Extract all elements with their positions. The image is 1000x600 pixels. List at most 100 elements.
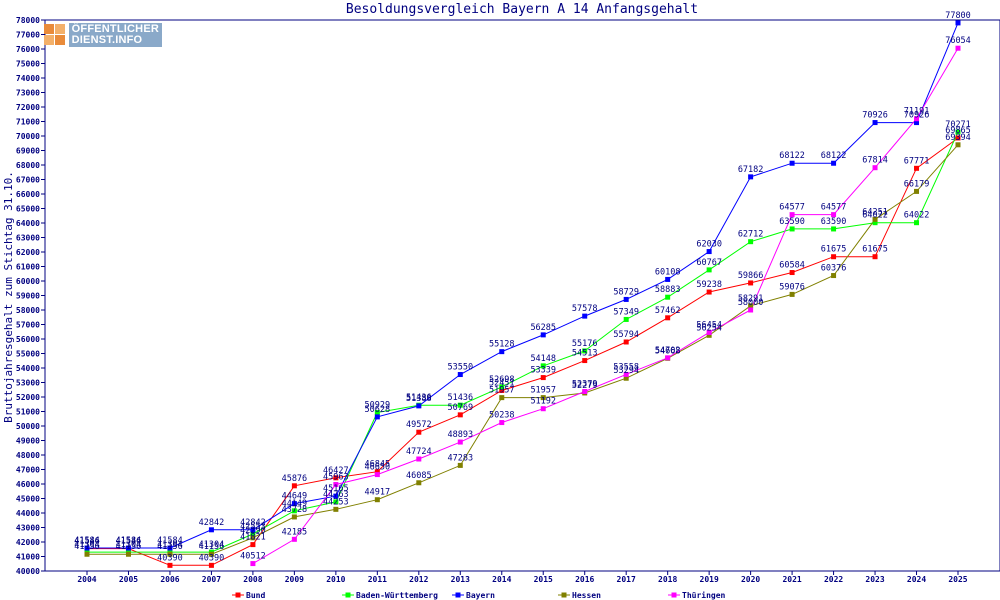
data-point-th-ringen — [374, 472, 380, 478]
x-tick-label: 2006 — [160, 575, 179, 584]
x-tick-label: 2021 — [782, 575, 801, 584]
data-point-th-ringen — [333, 482, 339, 488]
data-labels: 41546 41546 40390 40390 41821 45876 46427 46845… — [74, 11, 971, 563]
data-label-th-ringen: 51192 — [530, 397, 556, 407]
data-label-th-ringen: 67814 — [862, 156, 888, 166]
data-point-bayern — [374, 414, 380, 420]
data-label-bayern: 50628 — [365, 405, 391, 415]
data-label-hessen: 44917 — [365, 488, 391, 498]
data-label-bayern: 68122 — [779, 151, 805, 161]
data-point-bayern — [706, 249, 712, 255]
data-label-bayern: 77800 — [945, 11, 971, 21]
data-point-bayern — [125, 545, 131, 551]
data-label-th-ringen: 56454 — [696, 320, 722, 330]
data-point-hessen — [333, 506, 339, 512]
data-label-baden-w-rttemberg: 55176 — [572, 339, 598, 349]
data-label-baden-w-rttemberg: 41304 — [74, 540, 100, 550]
y-tick-label: 60000 — [16, 277, 40, 286]
data-point-hessen — [831, 273, 837, 279]
data-point-th-ringen — [582, 389, 588, 395]
data-label-hessen: 69394 — [945, 133, 971, 143]
data-point-bayern — [250, 527, 256, 533]
data-point-baden-w-rttemberg — [457, 402, 463, 408]
y-tick-label: 57000 — [16, 321, 40, 330]
data-label-baden-w-rttemberg: 57349 — [613, 307, 639, 317]
data-point-bayern — [582, 313, 588, 319]
y-tick-label: 69000 — [16, 147, 40, 156]
data-point-bund — [208, 562, 214, 568]
data-label-hessen: 51957 — [530, 386, 556, 396]
data-point-bund — [540, 375, 546, 381]
data-label-hessen: 41156 — [199, 542, 225, 552]
data-point-hessen — [125, 551, 131, 557]
data-label-baden-w-rttemberg: 51436 — [447, 393, 473, 403]
data-point-hessen — [789, 291, 795, 297]
data-label-bund: 59238 — [696, 280, 722, 290]
data-point-hessen — [250, 535, 256, 541]
data-label-baden-w-rttemberg: 63590 — [779, 217, 805, 227]
data-point-bayern — [208, 527, 214, 533]
data-label-baden-w-rttemberg: 60767 — [696, 258, 722, 268]
data-point-hessen — [457, 462, 463, 468]
data-label-bund: 40390 — [199, 553, 225, 563]
data-point-hessen — [872, 216, 878, 222]
x-tick-label: 2024 — [907, 575, 926, 584]
x-tick-label: 2017 — [617, 575, 636, 584]
data-point-baden-w-rttemberg — [540, 363, 546, 369]
data-label-baden-w-rttemberg: 70271 — [945, 120, 971, 130]
data-label-hessen: 60376 — [821, 264, 847, 274]
data-point-bayern — [499, 349, 505, 355]
logo-icon — [44, 24, 66, 46]
data-label-th-ringen: 53558 — [613, 362, 639, 372]
data-label-bund: 46845 — [365, 460, 391, 470]
y-tick-label: 44000 — [16, 509, 40, 518]
data-point-th-ringen — [955, 45, 961, 51]
legend-label-hessen: Hessen — [572, 591, 601, 600]
x-tick-label: 2020 — [741, 575, 760, 584]
data-point-hessen — [84, 551, 90, 557]
y-tick-label: 64000 — [16, 219, 40, 228]
data-point-hessen — [499, 395, 505, 401]
data-point-baden-w-rttemberg — [748, 239, 754, 245]
data-point-baden-w-rttemberg — [706, 267, 712, 273]
y-axis-ticks: 40000 41000 42000 43000 44000 45000 46000 47000… — [16, 16, 45, 576]
data-label-hessen: 64251 — [862, 207, 888, 217]
data-label-hessen: 47283 — [447, 453, 473, 463]
data-label-bund: 41546 — [116, 537, 142, 547]
data-point-bund — [789, 270, 795, 276]
data-label-hessen: 54668 — [655, 346, 681, 356]
data-label-bund: 57462 — [655, 306, 681, 316]
data-label-hessen: 41156 — [157, 542, 183, 552]
data-point-bund — [831, 254, 837, 260]
data-label-bund: 41546 — [74, 537, 100, 547]
data-label-bund: 49572 — [406, 420, 432, 430]
y-tick-label: 65000 — [16, 205, 40, 214]
data-point-bund — [499, 387, 505, 393]
data-point-bayern — [872, 120, 878, 126]
data-point-hessen — [167, 551, 173, 557]
data-label-baden-w-rttemberg: 58883 — [655, 285, 681, 295]
x-axis-ticks: 2004 2005 2006 2007 2008 2009 2010 2011 2012 2013… — [77, 571, 968, 584]
y-tick-label: 71000 — [16, 118, 40, 127]
data-label-bayern: 58729 — [613, 287, 639, 297]
data-point-th-ringen — [623, 371, 629, 377]
data-point-th-ringen — [291, 536, 297, 542]
data-label-th-ringen: 76054 — [945, 36, 971, 46]
data-label-baden-w-rttemberg: 52698 — [489, 375, 515, 385]
y-tick-label: 58000 — [16, 306, 40, 315]
data-label-th-ringen: 47724 — [406, 447, 432, 457]
y-tick-label: 52000 — [16, 393, 40, 402]
data-label-bayern: 41584 — [74, 536, 100, 546]
data-point-th-ringen — [540, 406, 546, 412]
data-label-baden-w-rttemberg: 50929 — [365, 401, 391, 411]
data-label-th-ringen: 71191 — [904, 107, 930, 117]
data-point-baden-w-rttemberg — [291, 508, 297, 514]
y-tick-label: 45000 — [16, 495, 40, 504]
data-label-hessen: 41156 — [116, 542, 142, 552]
data-label-th-ringen: 50238 — [489, 411, 515, 421]
data-point-th-ringen — [831, 212, 837, 218]
data-point-bund — [333, 475, 339, 481]
data-point-bayern — [540, 332, 546, 338]
y-tick-label: 54000 — [16, 364, 40, 373]
